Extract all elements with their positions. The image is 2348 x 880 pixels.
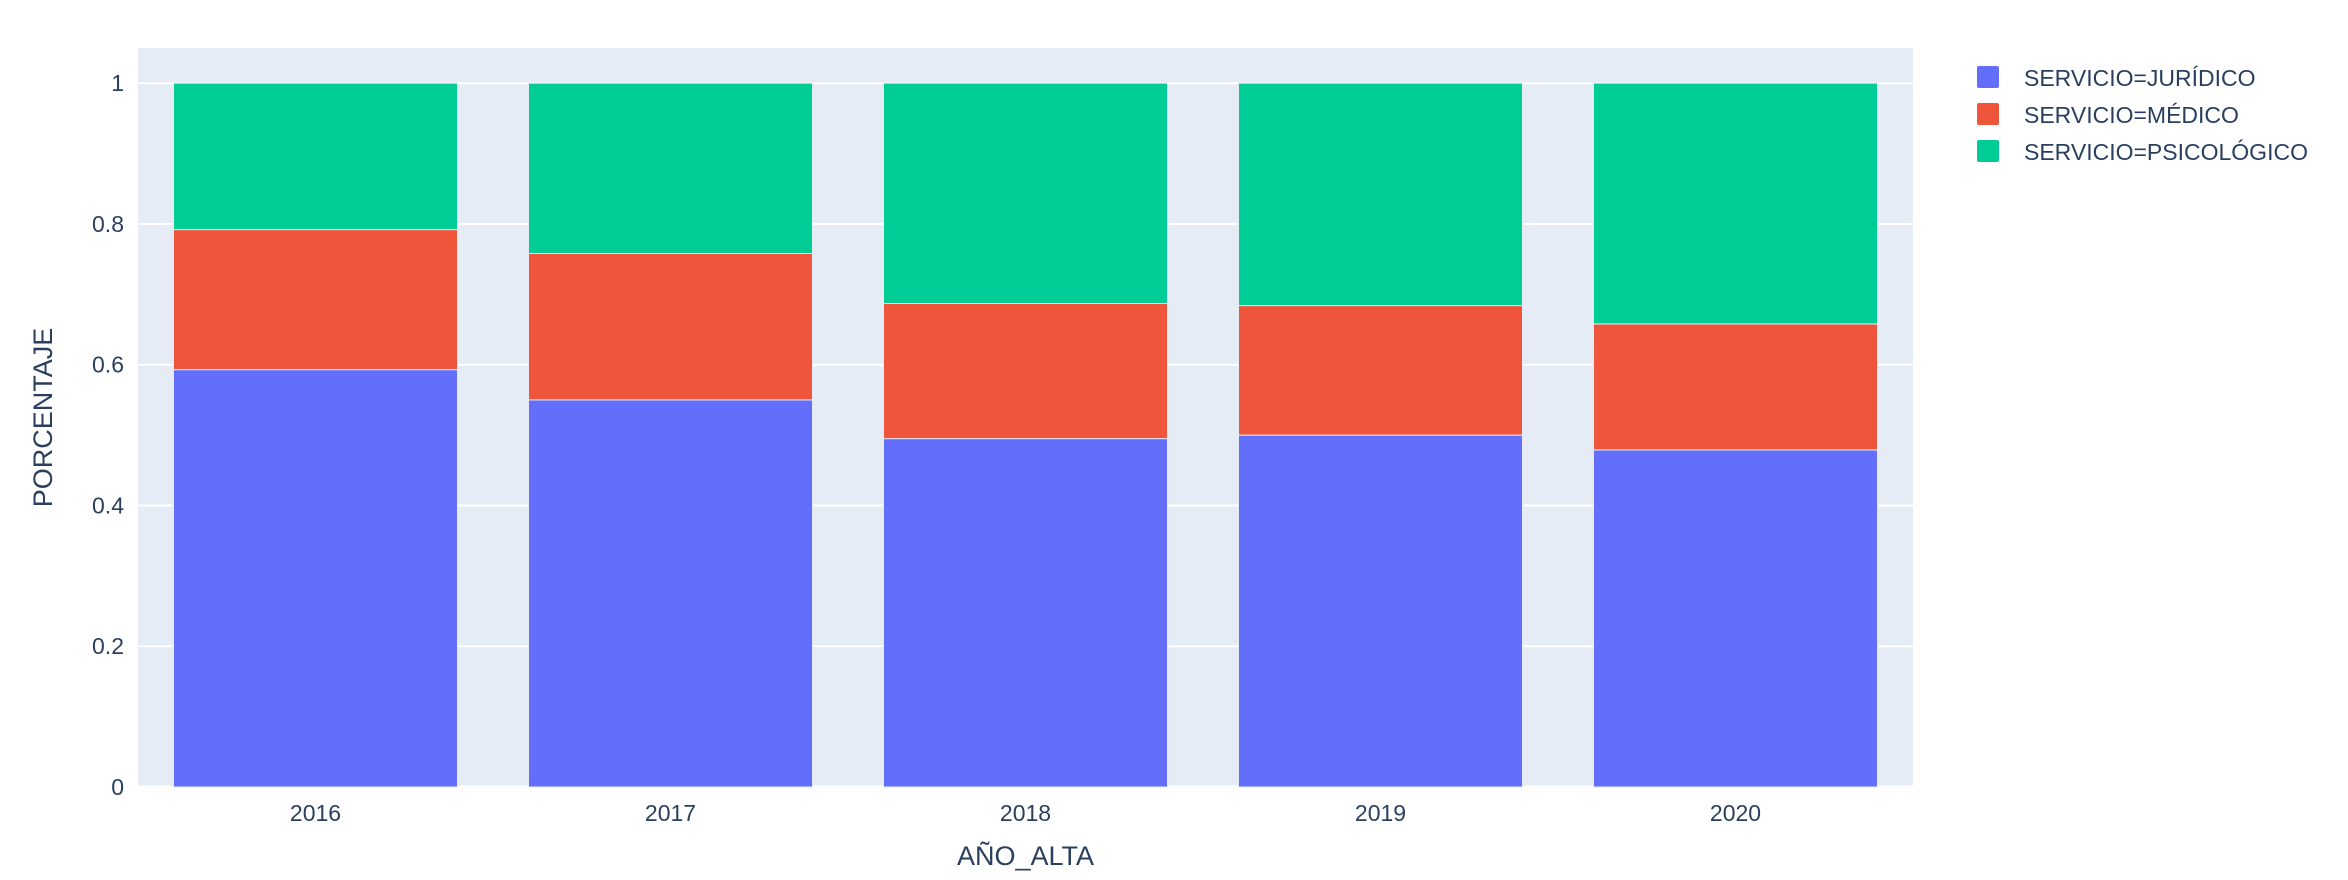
bar-segment[interactable] bbox=[1238, 82, 1523, 307]
bar-segment[interactable] bbox=[173, 369, 458, 788]
bar-segment[interactable] bbox=[528, 399, 813, 788]
x-axis-title: AÑO_ALTA bbox=[957, 840, 1094, 871]
bar-segment[interactable] bbox=[883, 82, 1168, 304]
legend-label: SERVICIO=JURÍDICO bbox=[2024, 65, 2256, 91]
legend-swatch bbox=[1977, 66, 1999, 88]
y-axis-title: PORCENTAJE bbox=[28, 328, 58, 508]
x-tick-label: 2019 bbox=[1355, 800, 1406, 826]
bar-segment[interactable] bbox=[528, 82, 813, 255]
legend[interactable]: SERVICIO=JURÍDICO SERVICIO=MÉDICO SERVICIO… bbox=[1977, 65, 2308, 165]
y-axis-ticks: 0 0.2 0.4 0.6 0.8 1 bbox=[92, 70, 124, 800]
y-tick-label: 0.8 bbox=[92, 211, 124, 237]
bar-segment[interactable] bbox=[1593, 82, 1878, 325]
y-tick-label: 0.2 bbox=[92, 633, 124, 659]
bar-segment[interactable] bbox=[173, 82, 458, 231]
bar-segment[interactable] bbox=[1238, 305, 1523, 436]
legend-label: SERVICIO=MÉDICO bbox=[2024, 102, 2239, 128]
x-tick-label: 2018 bbox=[1000, 800, 1051, 826]
bar-segment[interactable] bbox=[883, 438, 1168, 788]
bar-segment[interactable] bbox=[883, 302, 1168, 440]
y-tick-label: 0.6 bbox=[92, 352, 124, 378]
legend-swatch bbox=[1977, 103, 1999, 125]
bar-series bbox=[173, 82, 1878, 788]
bar-segment[interactable] bbox=[173, 229, 458, 371]
bar-segment[interactable] bbox=[528, 253, 813, 401]
bar-segment[interactable] bbox=[1238, 434, 1523, 788]
y-tick-label: 0 bbox=[111, 774, 124, 800]
y-tick-label: 1 bbox=[111, 70, 124, 96]
legend-item[interactable]: SERVICIO=JURÍDICO bbox=[1977, 65, 2256, 91]
y-tick-label: 0.4 bbox=[92, 492, 124, 518]
x-axis-ticks: 2016 2017 2018 2019 2020 bbox=[290, 800, 1761, 826]
legend-swatch bbox=[1977, 140, 1999, 162]
bar-segment[interactable] bbox=[1593, 449, 1878, 788]
x-tick-label: 2020 bbox=[1710, 800, 1761, 826]
legend-label: SERVICIO=PSICOLÓGICO bbox=[2024, 139, 2308, 165]
x-tick-label: 2017 bbox=[645, 800, 696, 826]
legend-item[interactable]: SERVICIO=MÉDICO bbox=[1977, 102, 2239, 128]
x-tick-label: 2016 bbox=[290, 800, 341, 826]
legend-item[interactable]: SERVICIO=PSICOLÓGICO bbox=[1977, 139, 2308, 165]
bar-segment[interactable] bbox=[1593, 323, 1878, 451]
